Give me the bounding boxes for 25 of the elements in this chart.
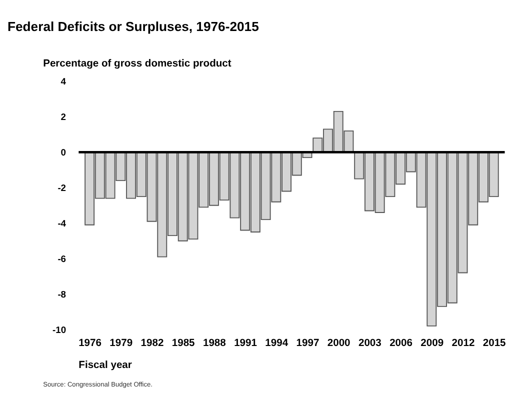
x-axis-title: Fiscal year: [78, 360, 132, 371]
x-tick-label: 2009: [420, 338, 444, 349]
x-tick-label: 2006: [390, 338, 413, 349]
y-tick-label: 2: [60, 112, 66, 122]
x-tick-label: 1991: [234, 338, 258, 349]
x-tick-label: 1997: [296, 338, 320, 349]
x-tick-label: 1979: [110, 338, 133, 349]
x-tick-label: 1976: [78, 338, 102, 349]
x-tick-label: 1988: [202, 338, 226, 349]
y-tick-label: -10: [52, 324, 66, 335]
x-tick-label: 2012: [452, 338, 475, 349]
y-tick-label: -2: [58, 182, 66, 193]
y-tick-label: -6: [58, 254, 66, 264]
y-axis-title: Percentage of gross domestic product: [43, 58, 232, 70]
x-tick-label: 2003: [358, 338, 382, 349]
x-tick-label: 1994: [265, 338, 288, 349]
chart-title: Federal Deficits or Surpluses, 1976-2015: [7, 18, 259, 34]
y-tick-label: 4: [60, 76, 67, 87]
y-tick-label: 0: [60, 148, 66, 158]
y-tick-label: -8: [58, 289, 66, 300]
x-tick-label: 2015: [482, 338, 506, 349]
x-tick-label: 1982: [140, 338, 164, 349]
x-tick-label: 2000: [327, 338, 351, 349]
y-tick-label: -4: [58, 218, 67, 228]
x-tick-label: 1985: [172, 338, 196, 349]
